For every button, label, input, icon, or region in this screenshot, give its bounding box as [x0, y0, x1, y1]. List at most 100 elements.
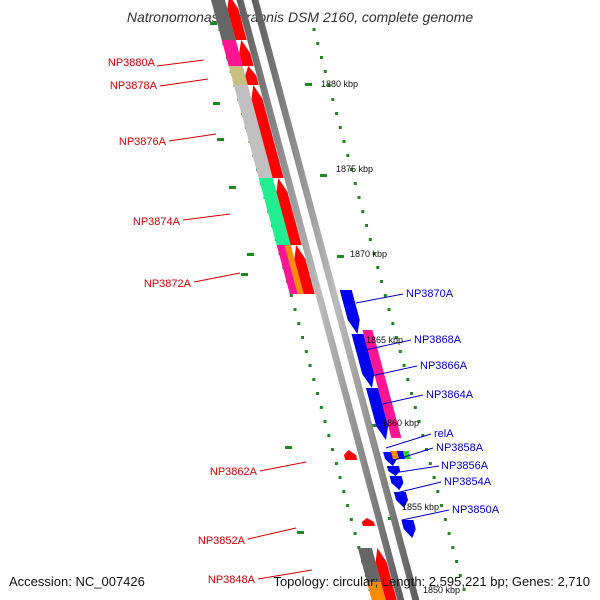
label-leader-line: [395, 481, 442, 494]
gene-arrow-forward: [401, 520, 416, 538]
accession-label: Accession: NC_007426: [9, 574, 145, 589]
major-tick-mark: [229, 186, 236, 189]
cog-category-block: [258, 178, 291, 245]
gene-label-left[interactable]: NP3848A: [208, 574, 256, 586]
kbp-axis-label: 1850 kbp: [423, 585, 460, 595]
inner-tick-dot: [304, 350, 308, 353]
label-leader-line: [156, 59, 205, 67]
gene-label-left[interactable]: NP3876A: [119, 136, 167, 148]
gene-arrow-reverse: [361, 518, 375, 526]
cog-category-block: [376, 382, 402, 438]
gene-arrow-forward: [386, 466, 401, 476]
cog-category-block: [211, 0, 236, 40]
gene-label-left[interactable]: NP3880A: [108, 57, 156, 69]
major-tick-mark: [320, 174, 327, 177]
outer-tick-dot: [365, 224, 369, 227]
cog-category-block: [228, 66, 248, 85]
inner-tick-dot: [308, 364, 312, 367]
outer-tick-dot: [455, 560, 459, 563]
gene-label-right[interactable]: NP3866A: [420, 360, 468, 372]
gene-label-left[interactable]: NP3852A: [198, 535, 246, 547]
outer-tick-dot: [421, 434, 425, 437]
outer-tick-dot: [417, 420, 421, 423]
outer-tick-dot: [380, 280, 384, 283]
outer-tick-dot: [428, 462, 432, 465]
outer-tick-dot: [335, 112, 339, 115]
inner-tick-dot: [327, 434, 331, 437]
gene-label-left[interactable]: NP3878A: [110, 80, 158, 92]
genome-stats-label: Topology: circular; Length: 2,595,221 bp…: [273, 574, 590, 589]
outer-tick-dot: [462, 588, 466, 591]
kbp-axis-label: 1870 kbp: [350, 249, 387, 259]
inner-tick-dot: [301, 336, 305, 339]
gene-arrow-reverse: [239, 40, 254, 66]
outer-tick-dot: [451, 546, 455, 549]
inner-tick-dot: [338, 476, 342, 479]
gene-label-right[interactable]: NP3870A: [406, 288, 454, 300]
cog-category-block: [221, 40, 243, 66]
outer-tick-dot: [357, 196, 361, 199]
gene-label-right[interactable]: relA: [434, 428, 454, 440]
kbp-axis-label: 1855 kbp: [402, 502, 439, 512]
cog-category-block: [390, 451, 400, 459]
backbone-layer: [236, 0, 420, 600]
inner-tick-dot: [319, 406, 323, 409]
label-leader-line: [364, 339, 412, 351]
label-leader-line: [377, 394, 424, 406]
label-leader-line: [257, 569, 313, 580]
gene-label-right[interactable]: NP3854A: [444, 476, 492, 488]
outer-tick-dot: [387, 308, 391, 311]
major-tick-mark: [297, 531, 304, 534]
outer-tick-dot: [398, 350, 402, 353]
outer-tick-dot: [402, 364, 406, 367]
label-leader-line: [355, 293, 404, 304]
inner-tick-dot: [331, 448, 335, 451]
inner-tick-dot: [316, 392, 320, 395]
backbone-strand: [236, 0, 405, 600]
label-leader-line: [370, 365, 418, 377]
gene-label-left[interactable]: NP3872A: [144, 278, 192, 290]
features-layer: [211, 0, 416, 600]
cog-category-block: [284, 245, 304, 294]
major-tick-mark: [370, 424, 377, 427]
gene-label-right[interactable]: NP3868A: [414, 334, 462, 346]
inner-tick-dot: [349, 518, 353, 521]
inner-tick-dot: [334, 462, 338, 465]
gene-arrow-reverse: [343, 450, 358, 460]
label-leader-line: [401, 509, 450, 521]
gene-arrow-reverse: [276, 178, 302, 245]
cog-category-block: [276, 245, 298, 294]
outer-tick-dot: [458, 574, 462, 577]
outer-tick-dot: [323, 70, 327, 73]
outer-tick-dot: [327, 84, 331, 87]
outer-tick-dot: [383, 294, 387, 297]
kbp-axis-label: 1865 kbp: [366, 335, 403, 345]
outer-tick-dot: [410, 392, 414, 395]
outer-tick-dot: [346, 154, 350, 157]
gene-label-left[interactable]: NP3874A: [133, 216, 181, 228]
gene-label-right[interactable]: NP3864A: [426, 389, 474, 401]
gene-label-right[interactable]: NP3856A: [441, 460, 489, 472]
gene-arrow-reverse: [227, 0, 247, 40]
outer-tick-dot: [350, 168, 354, 171]
gene-arrow-forward: [365, 388, 389, 440]
outer-tick-dot: [443, 518, 447, 521]
major-tick-mark: [210, 22, 217, 25]
gene-label-right[interactable]: NP3858A: [436, 442, 484, 454]
cog-category-block: [366, 582, 386, 600]
gene-label-left[interactable]: NP3862A: [210, 466, 258, 478]
inner-tick-dot: [297, 322, 301, 325]
label-leader-line: [159, 78, 209, 87]
kbp-axis-label: 1860 kbp: [382, 418, 419, 428]
outer-tick-dot: [391, 322, 395, 325]
outer-tick-dot: [432, 476, 436, 479]
outer-tick-dot: [316, 42, 320, 45]
label-leader-line: [247, 527, 297, 540]
inner-tick-dot: [323, 420, 327, 423]
outer-tick-dot: [361, 210, 365, 213]
major-tick-mark: [213, 102, 220, 105]
label-leader-line: [259, 461, 307, 472]
gene-label-right[interactable]: NP3850A: [452, 504, 500, 516]
outer-tick-dot: [368, 238, 372, 241]
